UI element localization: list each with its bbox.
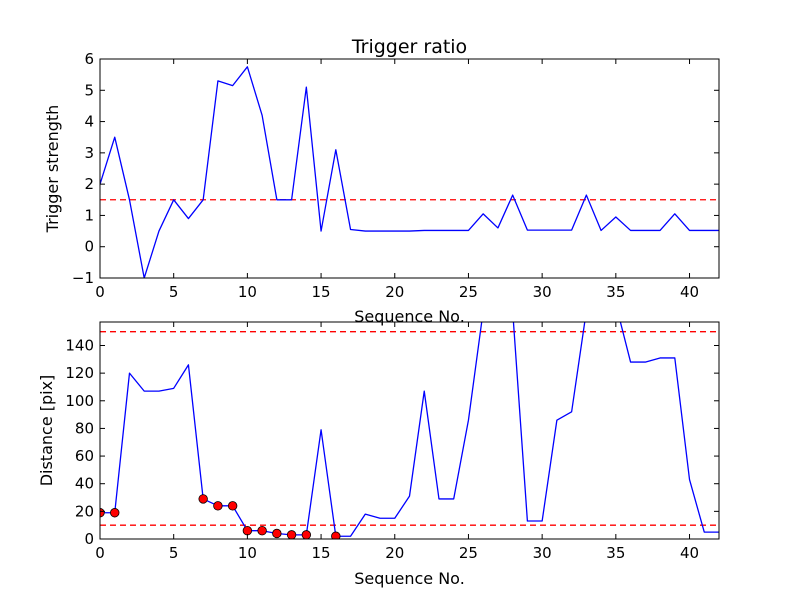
x-tick-label: 25 [459, 544, 478, 562]
x-tick-label: 40 [680, 283, 699, 301]
x-tick-label: 15 [312, 283, 331, 301]
x-tick-label: 35 [606, 283, 625, 301]
y-tick-label: 6 [84, 50, 94, 68]
x-tick-labels: 0 5 10 15 20 25 30 35 40 [95, 544, 699, 562]
y-tick-label: 120 [65, 364, 94, 382]
y-tick-label: 140 [65, 336, 94, 354]
y-tick-label: 20 [75, 502, 94, 520]
y-tick-label: 80 [75, 419, 94, 437]
y-axis-label: Trigger strength [43, 105, 62, 234]
x-tick-label: 30 [533, 544, 552, 562]
x-tick-label: 10 [238, 544, 257, 562]
tick-marks [99, 58, 719, 279]
x-tick-label: 35 [606, 544, 625, 562]
plot-area [100, 322, 719, 539]
data-point-marker [331, 531, 341, 539]
y-tick-label: 3 [84, 144, 94, 162]
data-point-marker [227, 501, 238, 511]
data-point-marker [198, 494, 208, 504]
x-tick-label: 30 [533, 283, 552, 301]
data-point-marker [257, 526, 267, 536]
x-tick-label: 5 [169, 544, 179, 562]
plot-area [100, 66, 719, 278]
chart-title: Trigger ratio [351, 36, 467, 58]
trigger-ratio-chart: Trigger ratio 0 5 10 15 20 25 30 35 40 −10123456… [43, 36, 720, 326]
y-tick-label: 5 [84, 81, 94, 99]
x-tick-label: 20 [385, 544, 404, 562]
data-point-marker [100, 508, 105, 518]
distance-chart: 0 5 10 15 20 25 30 35 40 0 20 40 60 80 100 120 140 Sequ… [37, 321, 720, 588]
data-point-marker [286, 530, 297, 539]
data-point-marker [213, 501, 223, 511]
y-tick-labels: −1 0 1 2 3 4 5 6 [72, 50, 94, 287]
data-point-marker [301, 530, 312, 539]
y-tick-label: −1 [72, 269, 94, 287]
x-tick-label: 5 [169, 283, 179, 301]
y-tick-label: 100 [65, 392, 94, 410]
y-tick-label: 1 [84, 206, 94, 224]
x-axis-label: Sequence No. [354, 307, 465, 326]
y-tick-label: 0 [84, 238, 94, 256]
y-tick-labels: 0 20 40 60 80 100 120 140 [65, 336, 94, 548]
x-tick-label: 15 [312, 544, 331, 562]
axes-frame [99, 321, 720, 540]
y-axis-label: Distance [pix] [37, 375, 56, 487]
x-tick-label: 0 [95, 544, 105, 562]
x-tick-label: 40 [680, 544, 699, 562]
tick-marks [99, 322, 719, 540]
y-tick-label: 40 [75, 475, 94, 493]
y-tick-label: 0 [84, 530, 94, 548]
x-tick-label: 0 [95, 283, 105, 301]
data-point-marker [272, 528, 282, 539]
data-point-marker [110, 508, 120, 518]
x-tick-labels: 0 5 10 15 20 25 30 35 40 [95, 283, 699, 301]
series-line [100, 66, 719, 278]
x-tick-label: 20 [385, 283, 404, 301]
y-tick-label: 2 [84, 175, 94, 193]
data-point-marker [242, 526, 253, 536]
x-tick-label: 25 [459, 283, 478, 301]
axes-frame [99, 58, 720, 279]
y-tick-label: 4 [84, 113, 94, 131]
x-tick-label: 10 [238, 283, 257, 301]
x-axis-label: Sequence No. [354, 569, 465, 588]
y-tick-label: 60 [75, 447, 94, 465]
